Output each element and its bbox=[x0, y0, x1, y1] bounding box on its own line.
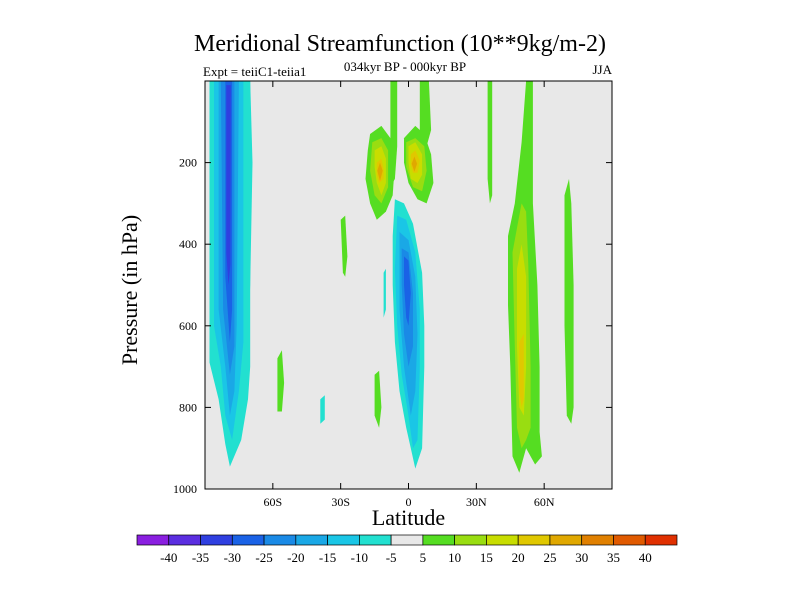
colorbar-segment bbox=[549, 534, 583, 546]
x-tick-label: 60S bbox=[263, 495, 282, 509]
season-label: JJA bbox=[592, 62, 612, 77]
x-tick-label: 60N bbox=[534, 495, 555, 509]
colorbar-segment bbox=[136, 534, 170, 546]
y-tick-label: 800 bbox=[179, 400, 197, 414]
contour-fill bbox=[340, 215, 348, 277]
y-tick-label: 200 bbox=[179, 156, 197, 170]
contour-fill bbox=[517, 244, 527, 416]
contour-fill bbox=[419, 81, 432, 147]
contour-fill bbox=[320, 395, 325, 424]
colorbar-label: 35 bbox=[607, 550, 620, 565]
contour-fill bbox=[243, 81, 253, 334]
colorbar-segment bbox=[581, 534, 614, 546]
contour-fill bbox=[374, 370, 382, 428]
colorbar-segment bbox=[390, 534, 424, 546]
colorbar-label: -10 bbox=[351, 550, 368, 565]
x-axis-label: Latitude bbox=[371, 505, 446, 530]
colorbar-label: -40 bbox=[160, 550, 177, 565]
colorbar-label: -5 bbox=[386, 550, 397, 565]
colorbar-segment bbox=[359, 534, 392, 546]
colorbar-segment bbox=[517, 534, 551, 546]
y-tick-label: 600 bbox=[179, 319, 197, 333]
colorbar-label: 5 bbox=[420, 550, 427, 565]
colorbar-segment bbox=[231, 534, 265, 546]
y-tick-label: 1000 bbox=[173, 482, 197, 496]
contour-fill bbox=[277, 350, 285, 412]
colorbar-segment bbox=[644, 534, 678, 546]
chart-title: Meridional Streamfunction (10**9kg/m-2) bbox=[194, 31, 606, 57]
contour-fill bbox=[390, 81, 398, 188]
colorbar-label: -25 bbox=[255, 550, 272, 565]
contour-fill bbox=[383, 268, 386, 318]
colorbar-label: 25 bbox=[543, 550, 556, 565]
colorbar-segment bbox=[486, 534, 519, 546]
colorbar-label: -20 bbox=[287, 550, 304, 565]
contour-fill bbox=[487, 81, 493, 204]
contour-fill bbox=[377, 162, 383, 181]
colorbar-segment bbox=[295, 534, 328, 546]
colorbar-label: -35 bbox=[192, 550, 209, 565]
contour-fill bbox=[519, 334, 524, 408]
colorbar-label: 40 bbox=[639, 550, 652, 565]
y-tick-label: 400 bbox=[179, 237, 197, 251]
colorbar-label: -15 bbox=[319, 550, 336, 565]
colorbar-label: 10 bbox=[448, 550, 461, 565]
x-tick-label: 30N bbox=[466, 495, 487, 509]
colorbar-segment bbox=[200, 534, 233, 546]
colorbar-segment bbox=[454, 534, 487, 546]
colorbar-segment bbox=[263, 534, 297, 546]
colorbar-segment bbox=[327, 534, 360, 546]
experiment-label: Expt = teiiC1-teiia1 bbox=[203, 64, 307, 79]
colorbar-segment bbox=[168, 534, 201, 546]
colorbar-label: 20 bbox=[512, 550, 525, 565]
x-tick-label: 0 bbox=[406, 495, 412, 509]
period-label: 034kyr BP - 000kyr BP bbox=[343, 59, 467, 74]
contour-fill bbox=[411, 156, 418, 172]
contour-fill bbox=[564, 178, 574, 424]
colorbar-segment bbox=[422, 534, 455, 546]
colorbar-label: 15 bbox=[480, 550, 493, 565]
colorbar-label: 30 bbox=[575, 550, 588, 565]
colorbar-label: -30 bbox=[224, 550, 241, 565]
contour-fill bbox=[226, 85, 231, 285]
colorbar-segment bbox=[613, 534, 646, 546]
contour-fill bbox=[404, 256, 411, 326]
x-tick-label: 30S bbox=[331, 495, 350, 509]
